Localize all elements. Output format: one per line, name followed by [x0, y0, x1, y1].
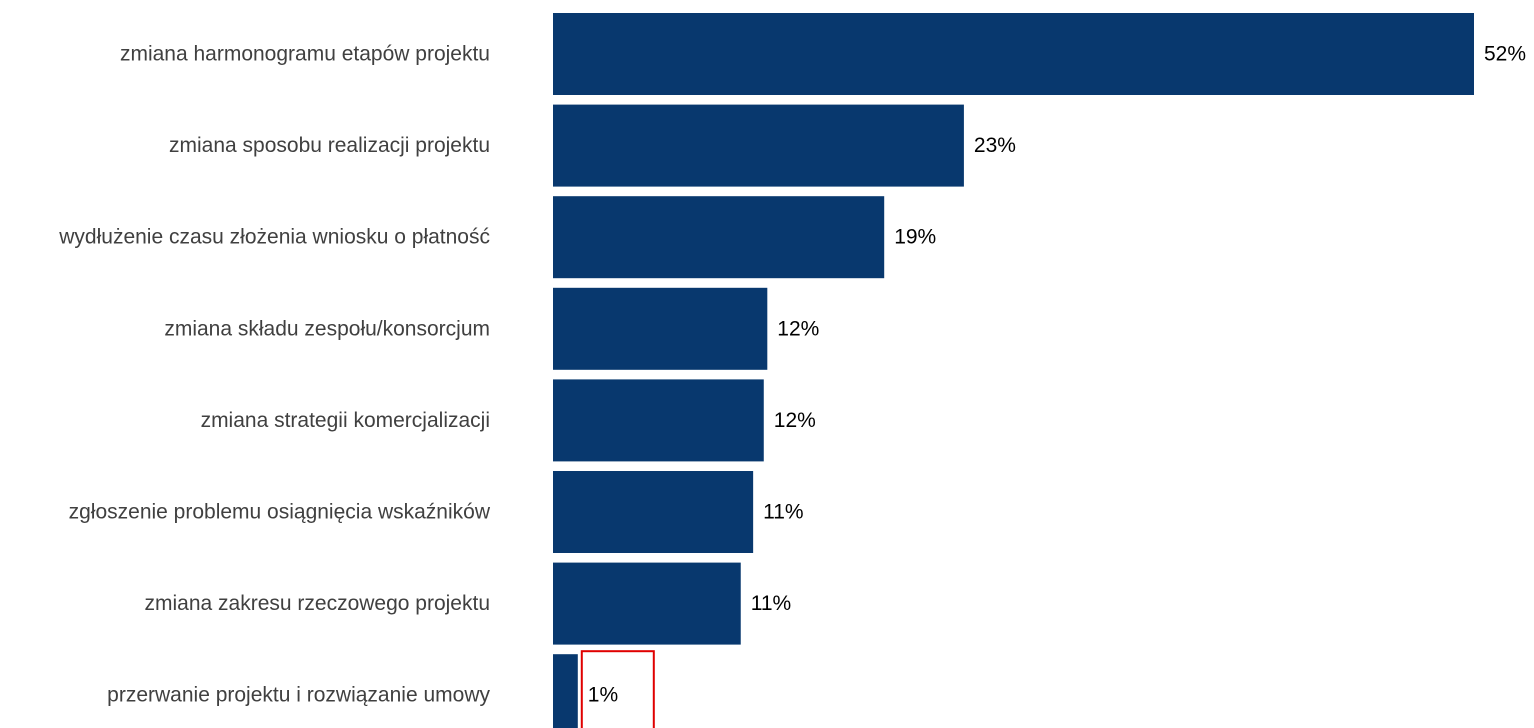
bar-3: [553, 196, 885, 279]
category-label-5: zmiana strategii komercjalizacji: [201, 409, 490, 432]
value-label-3: 19%: [894, 226, 936, 249]
bar-8: [553, 654, 578, 728]
value-label-4: 12%: [777, 317, 819, 340]
category-label-4: zmiana składu zespołu/konsorcjum: [164, 317, 490, 340]
value-label-6: 11%: [763, 501, 803, 524]
category-label-2: zmiana sposobu realizacji projektu: [169, 134, 490, 157]
category-label-1: zmiana harmonogramu etapów projektu: [120, 43, 490, 66]
category-label-6: zgłoszenie problemu osiągnięcia wskaźnik…: [69, 501, 491, 524]
value-label-7: 11%: [751, 592, 791, 615]
bar-5: [553, 379, 764, 462]
bar-7: [553, 562, 741, 645]
bar-4: [553, 287, 768, 370]
value-label-8: 1%: [588, 684, 618, 707]
category-label-7: zmiana zakresu rzeczowego projektu: [145, 592, 491, 615]
bar-2: [553, 104, 964, 187]
category-label-3: wydłużenie czasu złożenia wniosku o płat…: [58, 226, 490, 249]
highlight-box: [580, 650, 655, 728]
value-label-5: 12%: [774, 409, 816, 432]
value-label-2: 23%: [974, 134, 1016, 157]
bar-1: [553, 13, 1474, 95]
bars-layer: [553, 13, 1474, 728]
category-label-8: przerwanie projektu i rozwiązanie umowy: [107, 684, 490, 707]
labels-layer: zmiana harmonogramu etapów projektu 52% zm…: [58, 43, 1526, 728]
bar-6: [553, 471, 754, 553]
value-label-1: 52%: [1484, 43, 1526, 66]
